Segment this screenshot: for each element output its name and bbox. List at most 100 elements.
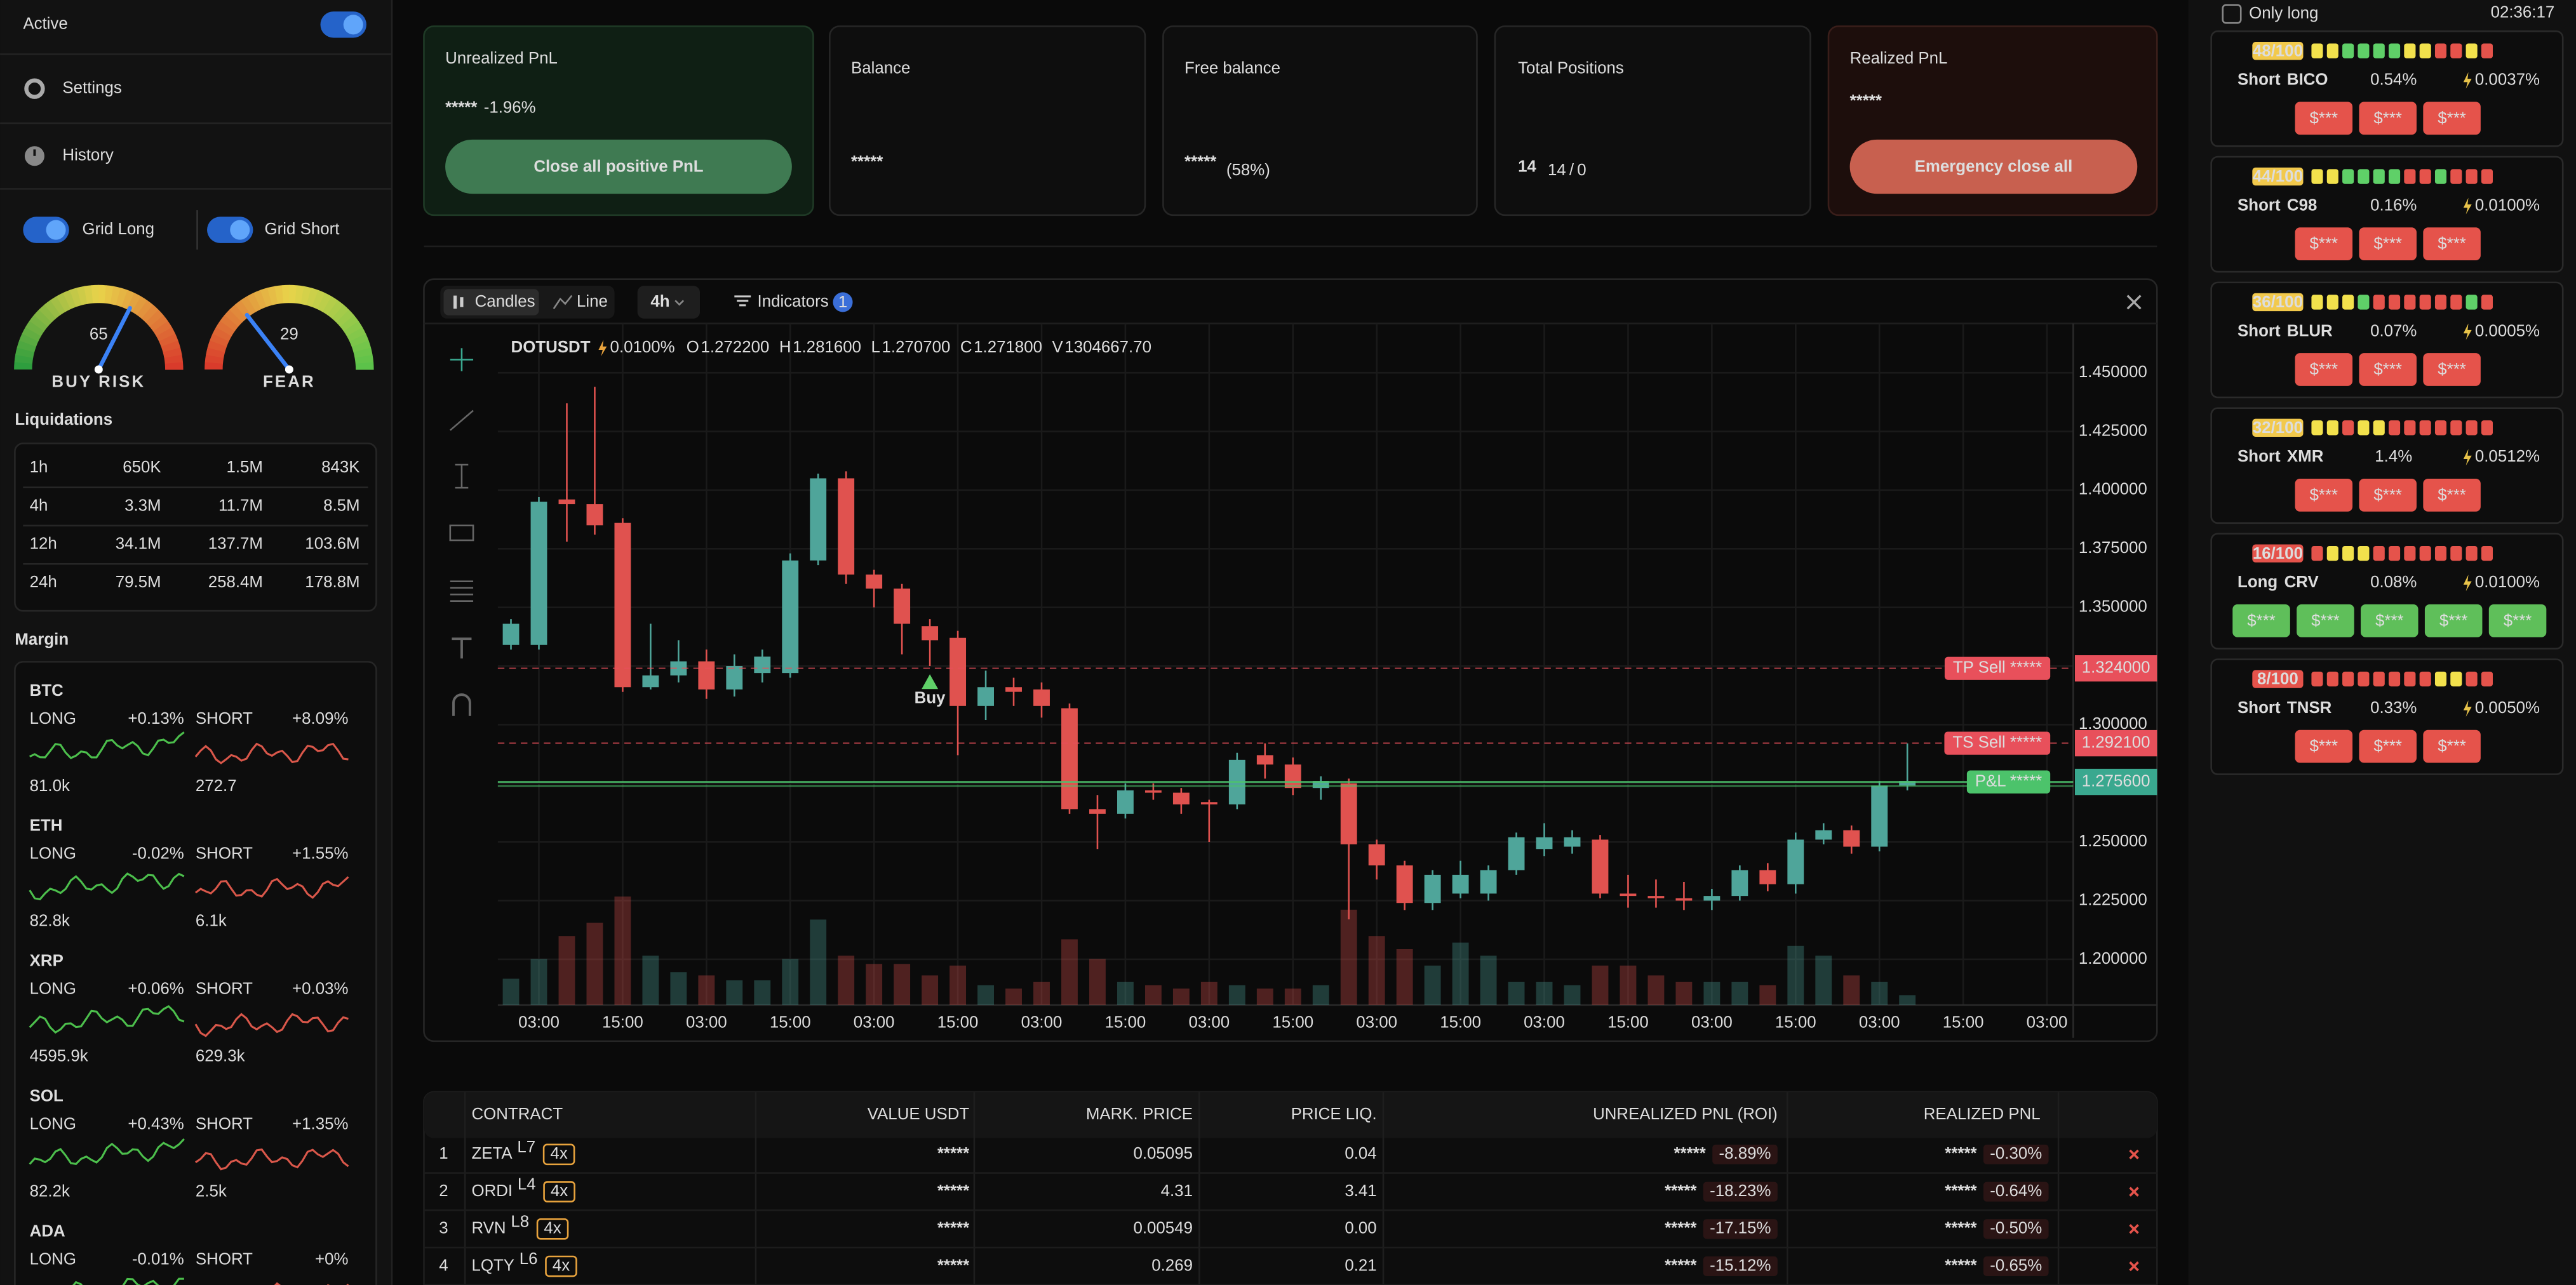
order-button-label[interactable]: $*** (2311, 612, 2340, 630)
menu-item[interactable]: History (62, 147, 114, 164)
interval-select[interactable] (637, 286, 701, 319)
order-button[interactable] (2424, 604, 2483, 637)
order-button-label[interactable]: $*** (2375, 612, 2404, 630)
card-change: -1.96% (484, 99, 536, 117)
gauge-arc (206, 347, 225, 358)
gauge-label: FEAR (263, 373, 316, 391)
symbol: DOTUSDT (511, 338, 591, 356)
order-button[interactable] (2423, 353, 2481, 386)
order-button-label[interactable]: $*** (2438, 361, 2466, 378)
score-dot (2358, 420, 2370, 436)
order-button[interactable] (2359, 227, 2417, 260)
order-button[interactable] (2359, 353, 2417, 386)
order-button[interactable] (2423, 227, 2481, 260)
order-button[interactable] (2295, 102, 2353, 135)
contract-level: L8 (511, 1213, 529, 1230)
bolt-icon (598, 340, 607, 357)
close-positive-button[interactable] (445, 139, 792, 194)
x-tick-label: 15:00 (1105, 1013, 1146, 1031)
order-button-label[interactable]: $*** (2310, 235, 2338, 253)
liq-short: 8.5M (323, 496, 359, 514)
volume-bar (1312, 985, 1329, 1005)
gauge-arc (212, 326, 232, 342)
long-volume: 4595.9k (30, 1048, 88, 1065)
order-button[interactable] (2295, 227, 2353, 260)
order-button-label[interactable]: $*** (2373, 738, 2402, 756)
order-button-label[interactable]: $*** (2438, 486, 2466, 504)
button-label[interactable]: Emergency close all (1915, 158, 2073, 176)
order-button[interactable] (2423, 102, 2481, 135)
order-button-label[interactable]: $*** (2373, 486, 2402, 504)
emergency-close-button[interactable] (1849, 139, 2138, 194)
leverage-box (542, 1143, 575, 1166)
score-dot (2311, 295, 2323, 310)
gauge-arc (332, 304, 349, 323)
chart-mode[interactable]: Line (577, 293, 608, 310)
score-dot (2373, 295, 2385, 310)
order-button-label[interactable]: $*** (2438, 235, 2466, 253)
short-label: SHORT (196, 710, 253, 728)
order-button-label[interactable]: $*** (2373, 361, 2402, 378)
contract[interactable]: LQTY (471, 1256, 514, 1274)
order-button[interactable] (2423, 478, 2481, 512)
filter-label[interactable]: Only long (2249, 4, 2318, 22)
volume-bar (838, 955, 855, 1005)
volume-bar (810, 919, 827, 1005)
candle-body (1564, 837, 1581, 847)
contract[interactable]: ZETA (471, 1145, 513, 1162)
gauge-arc (149, 315, 168, 332)
candle-body (894, 589, 911, 624)
order-button-label[interactable]: $*** (2373, 235, 2402, 253)
order-button[interactable] (2359, 102, 2417, 135)
order-button-label[interactable]: $*** (2438, 738, 2466, 756)
order-button-label[interactable]: $*** (2373, 109, 2402, 127)
candles-tab[interactable] (443, 289, 539, 316)
funding: 0.0037% (2475, 71, 2540, 89)
price-tag-label: 1.324000 (2082, 659, 2150, 677)
order-button-label[interactable]: $*** (2438, 109, 2466, 127)
x-tick-label: 15:00 (602, 1013, 643, 1031)
chart-mode[interactable]: Candles (475, 293, 535, 310)
order-button-label[interactable]: $*** (2310, 109, 2338, 127)
ohlcv-value: 1.270700 (882, 338, 950, 356)
order-button[interactable] (2361, 604, 2418, 637)
order-button[interactable] (2295, 353, 2353, 386)
order-button-label[interactable]: $*** (2310, 361, 2338, 378)
gauge-arc (76, 286, 88, 305)
realized-pct: -0.65% (1990, 1256, 2042, 1274)
interval[interactable]: 4h (650, 293, 669, 310)
score: 16/100 (2253, 545, 2303, 563)
order-button[interactable] (2232, 604, 2290, 637)
order-button[interactable] (2295, 729, 2353, 763)
liq-period: 12h (30, 535, 57, 553)
score: 32/100 (2253, 419, 2303, 437)
candle-body (1089, 809, 1106, 814)
order-button[interactable] (2295, 478, 2353, 512)
toggle-knob (230, 220, 250, 240)
order-button[interactable] (2488, 604, 2547, 637)
indicators-button[interactable]: Indicators (758, 293, 829, 310)
button-label[interactable]: Close all positive PnL (533, 158, 703, 176)
order-button-label[interactable]: $*** (2439, 612, 2468, 630)
liq-price: 0.00 (1345, 1220, 1376, 1237)
contract[interactable]: ORDI (471, 1182, 513, 1200)
y-tick-label: 1.250000 (2079, 832, 2147, 850)
order-button-label[interactable]: $*** (2247, 612, 2276, 630)
order-button[interactable] (2359, 729, 2417, 763)
contract[interactable]: RVN (471, 1220, 506, 1237)
price-tag-label: 1.292100 (2082, 733, 2150, 751)
order-button-label[interactable]: $*** (2310, 738, 2338, 756)
volume-bar (1368, 936, 1385, 1005)
menu-item[interactable]: Settings (62, 79, 121, 97)
score-dot (2358, 671, 2370, 687)
order-button[interactable] (2423, 729, 2481, 763)
liq-period: 4h (30, 496, 48, 514)
order-button[interactable] (2297, 604, 2354, 637)
order-button[interactable] (2359, 478, 2417, 512)
candle-body (866, 574, 883, 589)
order-button-label[interactable]: $*** (2310, 486, 2338, 504)
column-header: VALUE USDT (868, 1105, 970, 1123)
volume-bar (502, 978, 520, 1005)
order-button-label[interactable]: $*** (2504, 612, 2532, 630)
only-long-checkbox[interactable] (2222, 4, 2242, 24)
